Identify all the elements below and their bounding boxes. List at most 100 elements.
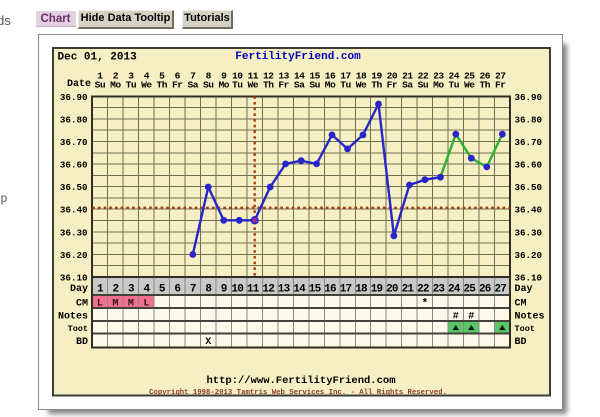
svg-text:18: 18	[355, 283, 368, 295]
svg-text:Tu: Tu	[340, 80, 351, 91]
svg-text:2: 2	[113, 71, 119, 82]
svg-text:9: 9	[221, 71, 227, 82]
svg-text:Copyright 1998-2013 Tamtris We: Copyright 1998-2013 Tamtris Web Services…	[149, 389, 447, 397]
svg-text:Fr: Fr	[387, 80, 398, 91]
svg-text:X: X	[205, 337, 211, 348]
svg-text:We: We	[356, 80, 367, 91]
svg-text:36.10: 36.10	[515, 273, 543, 284]
svg-text:FertilityFriend.com: FertilityFriend.com	[235, 51, 361, 63]
svg-text:23: 23	[433, 283, 446, 295]
svg-text:Tu: Tu	[232, 80, 243, 91]
svg-text:11: 11	[247, 283, 260, 295]
svg-text:18: 18	[356, 71, 367, 82]
svg-text:http://www.FertilityFriend.com: http://www.FertilityFriend.com	[206, 375, 395, 387]
svg-text:*: *	[422, 298, 429, 310]
svg-text:Sa: Sa	[402, 80, 413, 91]
svg-text:17: 17	[340, 283, 352, 295]
svg-text:CM: CM	[76, 298, 88, 309]
svg-text:Su: Su	[309, 80, 320, 91]
svg-text:15: 15	[309, 283, 322, 295]
svg-text:36.30: 36.30	[515, 227, 543, 238]
svg-text:16: 16	[324, 283, 336, 295]
svg-text:CM: CM	[515, 298, 527, 309]
svg-text:19: 19	[371, 71, 382, 82]
svg-text:11: 11	[247, 71, 258, 82]
svg-text:21: 21	[402, 71, 413, 82]
svg-text:Th: Th	[480, 80, 491, 91]
svg-text:Fr: Fr	[495, 80, 506, 91]
svg-text:BD: BD	[76, 337, 88, 348]
svg-text:Fr: Fr	[172, 80, 183, 91]
svg-text:1: 1	[97, 283, 104, 295]
svg-text:25: 25	[464, 71, 475, 82]
svg-text:L: L	[97, 298, 103, 309]
svg-text:5: 5	[159, 71, 165, 82]
svg-text:#: #	[468, 312, 474, 323]
svg-text:6: 6	[175, 71, 181, 82]
svg-text:21: 21	[402, 283, 415, 295]
svg-text:Toot: Toot	[515, 324, 535, 334]
svg-text:36.90: 36.90	[60, 92, 88, 103]
svg-text:36.20: 36.20	[60, 250, 88, 261]
svg-text:We: We	[464, 80, 475, 91]
svg-text:12: 12	[262, 283, 274, 295]
svg-text:13: 13	[278, 71, 289, 82]
svg-text:36.70: 36.70	[60, 137, 88, 148]
svg-text:10: 10	[231, 283, 243, 295]
svg-text:36.10: 36.10	[60, 273, 88, 284]
svg-text:9: 9	[221, 283, 227, 295]
svg-text:Mo: Mo	[110, 80, 121, 91]
svg-text:We: We	[141, 80, 152, 91]
svg-text:36.50: 36.50	[515, 182, 543, 193]
svg-text:Th: Th	[263, 80, 274, 91]
svg-text:16: 16	[325, 71, 336, 82]
svg-text:36.80: 36.80	[60, 114, 88, 125]
svg-text:26: 26	[480, 71, 491, 82]
svg-text:Su: Su	[418, 80, 429, 91]
svg-text:7: 7	[190, 71, 196, 82]
svg-text:3: 3	[128, 283, 135, 295]
svg-text:4: 4	[143, 283, 150, 295]
svg-text:13: 13	[278, 283, 291, 295]
svg-text:5: 5	[159, 283, 166, 295]
svg-text:6: 6	[174, 283, 180, 295]
svg-text:Day: Day	[515, 284, 533, 295]
svg-text:36.30: 36.30	[60, 227, 88, 238]
svg-text:36.20: 36.20	[515, 250, 543, 261]
svg-text:22: 22	[417, 283, 429, 295]
svg-text:Fr: Fr	[278, 80, 289, 91]
svg-text:BD: BD	[515, 337, 527, 348]
svg-text:Su: Su	[203, 80, 214, 91]
svg-text:15: 15	[309, 71, 320, 82]
svg-text:20: 20	[386, 283, 398, 295]
svg-text:36.60: 36.60	[515, 160, 543, 171]
svg-text:36.90: 36.90	[515, 92, 543, 103]
svg-text:Sa: Sa	[188, 80, 199, 91]
svg-text:8: 8	[205, 283, 212, 295]
svg-text:36.40: 36.40	[515, 205, 543, 216]
svg-text:36.60: 36.60	[60, 160, 88, 171]
svg-text:3: 3	[128, 71, 134, 82]
svg-text:10: 10	[232, 71, 243, 82]
svg-text:Th: Th	[371, 80, 382, 91]
svg-text:Tu: Tu	[126, 80, 137, 91]
svg-text:4: 4	[144, 71, 150, 82]
svg-text:36.80: 36.80	[515, 114, 543, 125]
svg-text:36.70: 36.70	[515, 137, 543, 148]
svg-text:Sa: Sa	[294, 80, 305, 91]
svg-text:Su: Su	[95, 80, 106, 91]
svg-text:22: 22	[418, 71, 429, 82]
svg-text:We: We	[247, 80, 258, 91]
svg-text:14: 14	[293, 283, 306, 295]
svg-text:Mo: Mo	[325, 80, 336, 91]
svg-text:Mo: Mo	[218, 80, 229, 91]
svg-text:27: 27	[495, 71, 506, 82]
svg-text:#: #	[453, 312, 459, 323]
svg-text:Th: Th	[157, 80, 168, 91]
svg-text:20: 20	[387, 71, 398, 82]
svg-text:27: 27	[494, 283, 506, 295]
svg-text:19: 19	[371, 283, 383, 295]
svg-text:Mo: Mo	[433, 80, 444, 91]
svg-text:2: 2	[112, 283, 118, 295]
svg-text:17: 17	[340, 71, 351, 82]
